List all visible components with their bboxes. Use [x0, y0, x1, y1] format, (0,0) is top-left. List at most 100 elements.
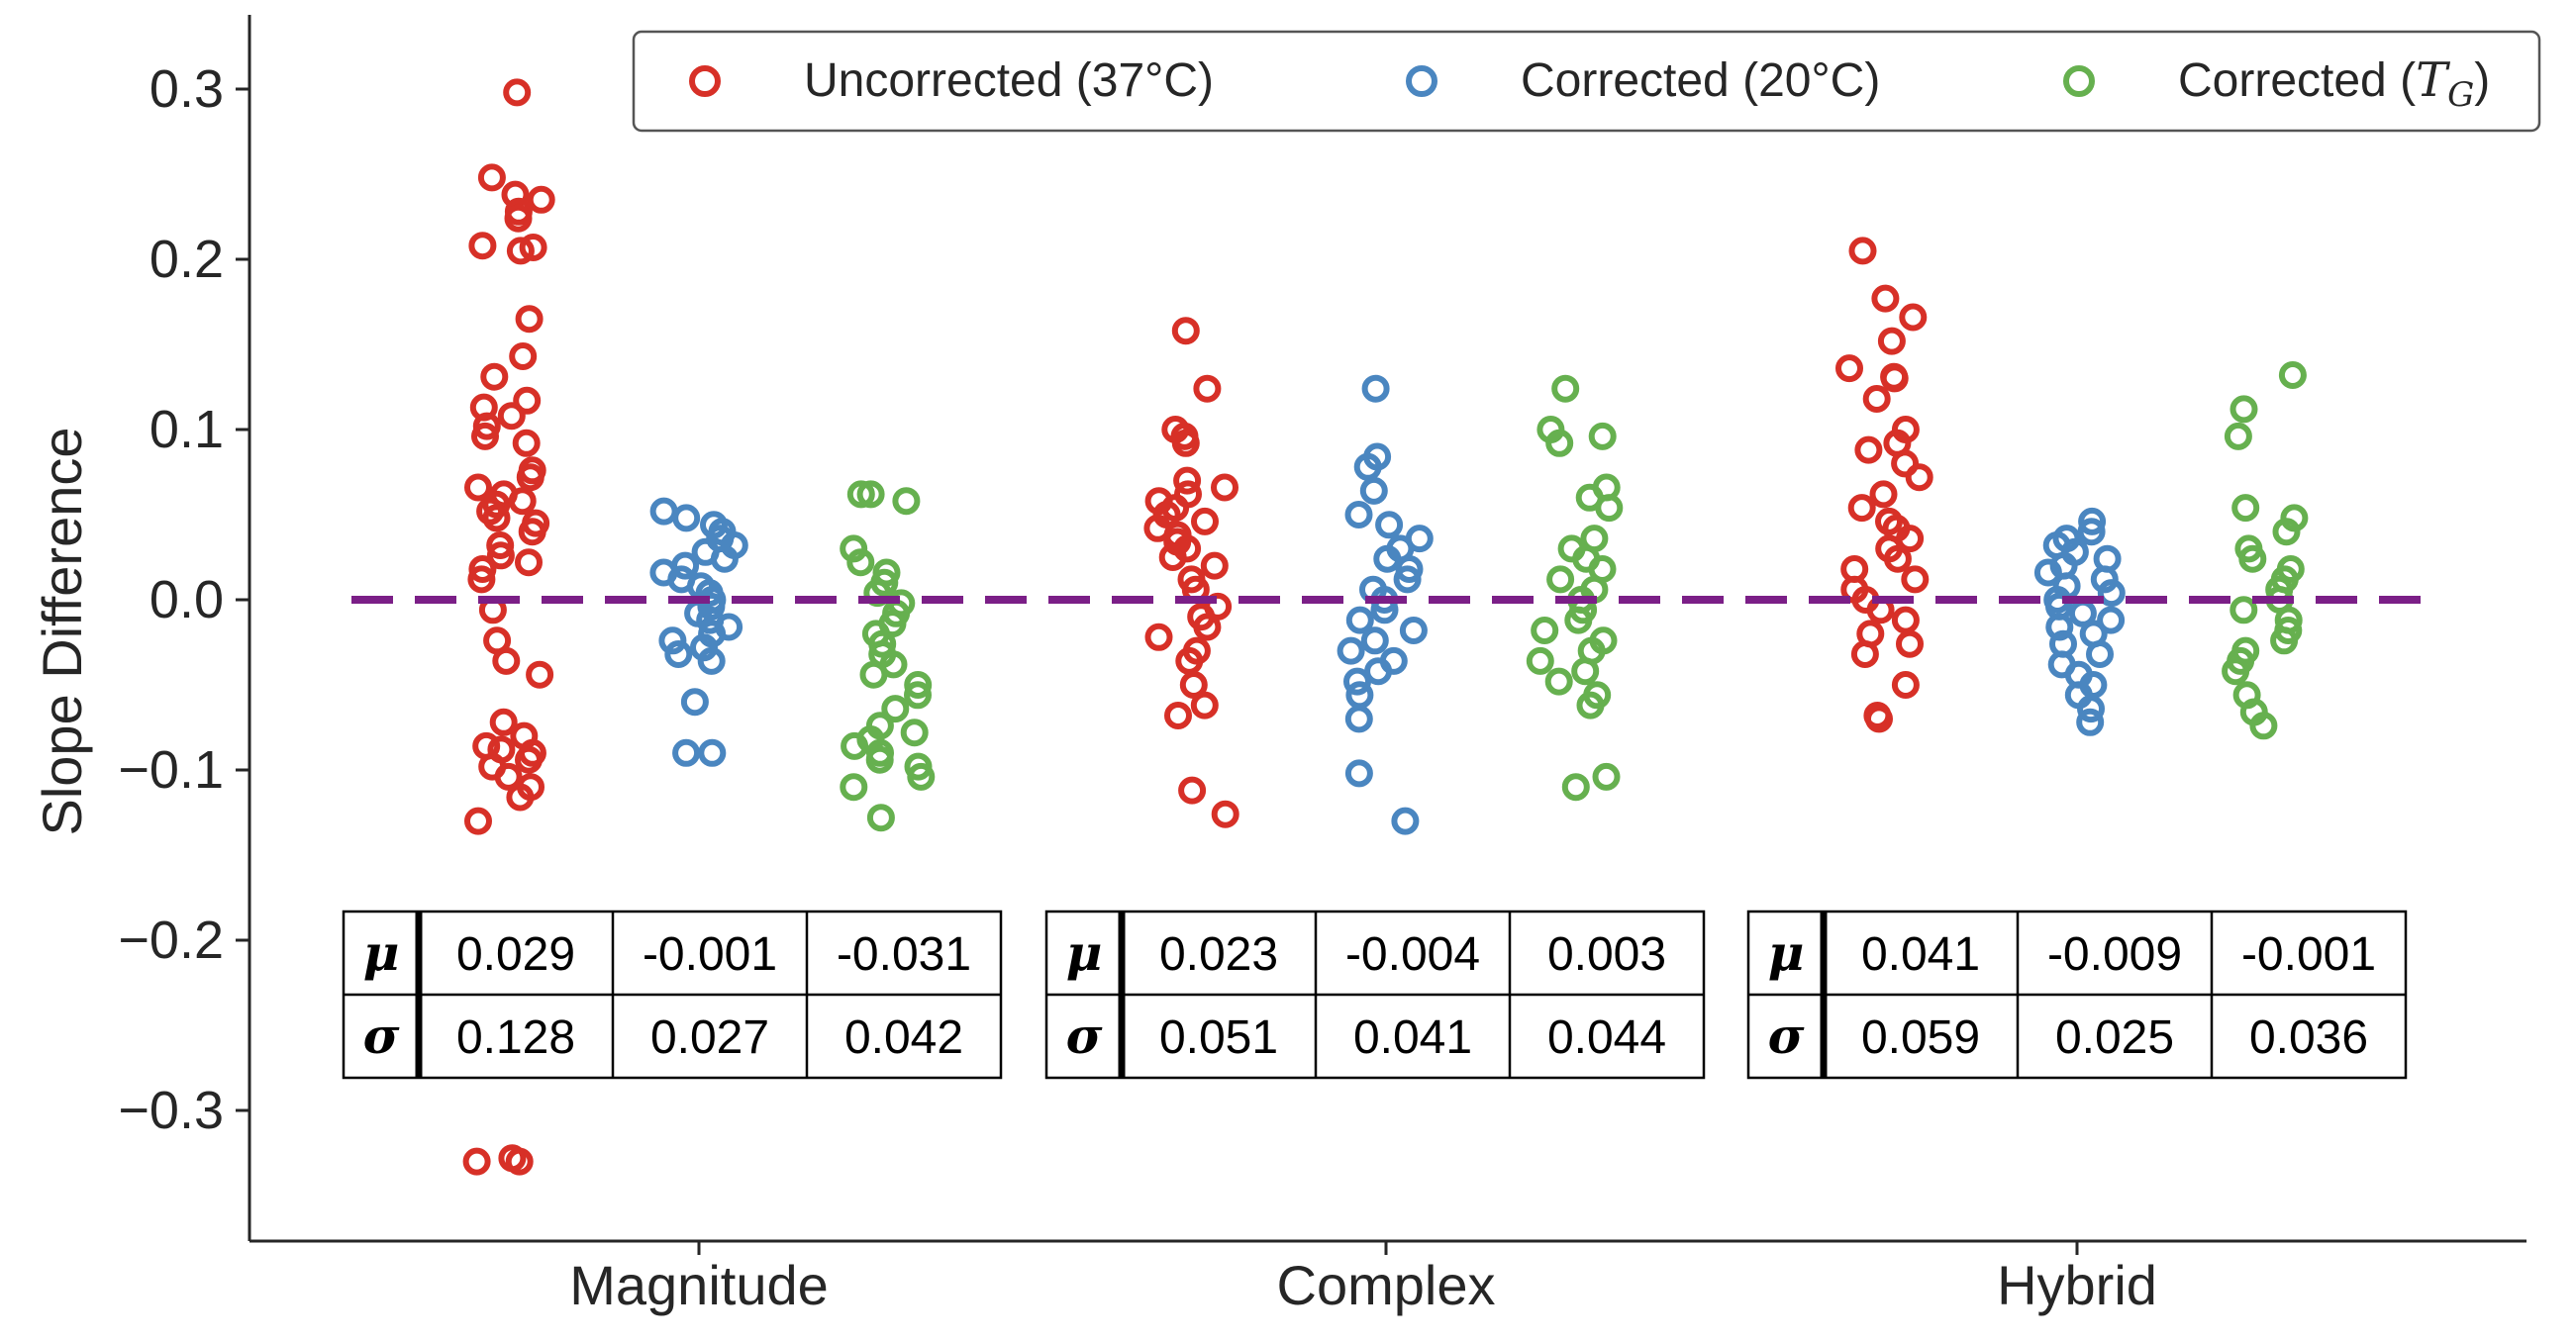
- data-point-correctedTG: [859, 660, 888, 689]
- data-point-uncorrected: [464, 807, 492, 835]
- data-point-correctedTG: [1544, 667, 1573, 696]
- data-point-correctedTG: [2270, 626, 2299, 655]
- data-point-corrected20: [2097, 579, 2126, 608]
- data-point-uncorrected: [489, 708, 518, 736]
- data-point-uncorrected: [526, 660, 554, 689]
- data-point-corrected20: [2097, 606, 2126, 634]
- data-point-uncorrected: [467, 565, 496, 594]
- data-point-correctedTG: [904, 671, 933, 699]
- data-point-corrected20: [649, 497, 678, 526]
- data-point-correctedTG: [840, 534, 868, 563]
- data-point-corrected20: [1393, 565, 1422, 594]
- data-point-correctedTG: [1545, 429, 1574, 457]
- data-point-correctedTG: [1551, 374, 1580, 403]
- legend-label: Uncorrected (37°C): [804, 54, 1214, 107]
- data-point-uncorrected: [1880, 364, 1909, 393]
- stat-value-sigma: 0.041: [1353, 1011, 1472, 1064]
- data-point-uncorrected: [1190, 691, 1219, 720]
- data-point-uncorrected: [1862, 385, 1891, 413]
- data-point-uncorrected: [518, 518, 546, 546]
- stat-value-sigma: 0.025: [2055, 1011, 2174, 1064]
- stat-symbol-sigma: σ: [363, 1007, 400, 1065]
- data-point-uncorrected: [505, 1147, 534, 1176]
- data-point-correctedTG: [1588, 422, 1617, 450]
- data-point-correctedTG: [1576, 691, 1605, 720]
- data-point-correctedTG: [2231, 494, 2260, 523]
- data-point-corrected20: [1344, 705, 1373, 733]
- legend: Uncorrected (37°C) Corrected (20°C) Correc…: [632, 30, 2541, 133]
- data-point-corrected20: [1360, 626, 1389, 655]
- data-point-uncorrected: [527, 185, 555, 214]
- stat-value-mu: 0.041: [1861, 928, 1980, 981]
- data-point-corrected20: [2076, 708, 2105, 736]
- data-point-corrected20: [1399, 617, 1428, 644]
- stat-value-sigma: 0.059: [1861, 1011, 1980, 1064]
- data-point-corrected20: [710, 544, 739, 573]
- data-point-uncorrected: [1848, 237, 1877, 265]
- data-point-corrected20: [672, 504, 701, 532]
- data-point-uncorrected: [1835, 354, 1863, 383]
- data-point-uncorrected: [1905, 463, 1933, 492]
- legend-marker: [689, 65, 721, 97]
- data-point-corrected20: [1353, 452, 1382, 481]
- stats-table-hybrid: μ 0.041 -0.009 -0.001 σ 0.059 0.025 0.036: [1746, 910, 2408, 1080]
- data-point-uncorrected: [1173, 466, 1202, 495]
- data-point-correctedTG: [841, 731, 869, 760]
- x-axis-ticks: Magnitude Complex Hybrid: [569, 1241, 2157, 1316]
- data-point-uncorrected: [1883, 544, 1912, 573]
- data-point-uncorrected: [480, 362, 509, 391]
- data-point-correctedTG: [881, 695, 910, 723]
- data-point-uncorrected: [1877, 327, 1906, 355]
- stats-tables: μ 0.029 -0.001 -0.031 σ 0.128 0.027 0.042 μ 0.023…: [342, 910, 2408, 1080]
- data-point-uncorrected: [1847, 494, 1876, 523]
- legend-frame: [632, 30, 2541, 133]
- data-point-corrected20: [1364, 657, 1393, 686]
- data-point-correctedTG: [865, 745, 894, 774]
- data-point-uncorrected: [477, 163, 506, 192]
- data-point-correctedTG: [2224, 422, 2252, 450]
- stat-symbol-mu: μ: [1066, 923, 1103, 982]
- data-point-corrected20: [680, 688, 709, 717]
- data-point-correctedTG: [1571, 657, 1600, 686]
- data-point-corrected20: [1375, 511, 1404, 539]
- data-point-corrected20: [2033, 558, 2062, 587]
- stat-value-sigma: 0.027: [650, 1011, 769, 1064]
- stat-value-sigma: 0.036: [2249, 1011, 2368, 1064]
- stats-table-magnitude: μ 0.029 -0.001 -0.031 σ 0.128 0.027 0.042: [342, 910, 1003, 1080]
- data-point-correctedTG: [840, 773, 868, 802]
- data-point-corrected20: [1361, 374, 1390, 403]
- data-point-correctedTG: [907, 762, 936, 791]
- data-point-uncorrected: [1871, 284, 1900, 313]
- y-tick-label: −0.3: [118, 1081, 224, 1140]
- data-point-uncorrected: [515, 745, 543, 774]
- stat-value-mu: 0.023: [1159, 928, 1278, 981]
- data-point-corrected20: [2090, 565, 2119, 594]
- data-point-correctedTG: [868, 629, 897, 658]
- data-point-uncorrected: [1899, 303, 1928, 332]
- data-point-uncorrected: [1179, 671, 1208, 699]
- data-point-uncorrected: [506, 783, 535, 812]
- data-point-uncorrected: [1869, 480, 1898, 509]
- data-point-uncorrected: [1164, 702, 1192, 729]
- data-point-uncorrected: [1171, 317, 1200, 345]
- data-point-corrected20: [672, 738, 701, 767]
- data-point-uncorrected: [1193, 613, 1222, 641]
- data-point-correctedTG: [900, 719, 929, 747]
- data-point-corrected20: [1345, 606, 1374, 634]
- data-point-correctedTG: [1526, 646, 1554, 675]
- data-point-corrected20: [1344, 501, 1373, 528]
- stat-value-mu: 0.029: [456, 928, 575, 981]
- data-point-uncorrected: [1896, 525, 1925, 553]
- data-point-correctedTG: [2278, 361, 2307, 389]
- legend-marker: [1406, 65, 1437, 97]
- stat-value-mu: -0.031: [837, 928, 971, 981]
- data-point-uncorrected: [512, 429, 541, 457]
- data-point-correctedTG: [2229, 395, 2258, 424]
- data-point-uncorrected: [462, 1147, 491, 1176]
- stat-value-mu: 0.003: [1547, 928, 1666, 981]
- data-point-corrected20: [2045, 613, 2074, 641]
- data-point-uncorrected: [468, 555, 497, 583]
- data-point-correctedTG: [2272, 518, 2301, 546]
- data-point-uncorrected: [471, 422, 499, 450]
